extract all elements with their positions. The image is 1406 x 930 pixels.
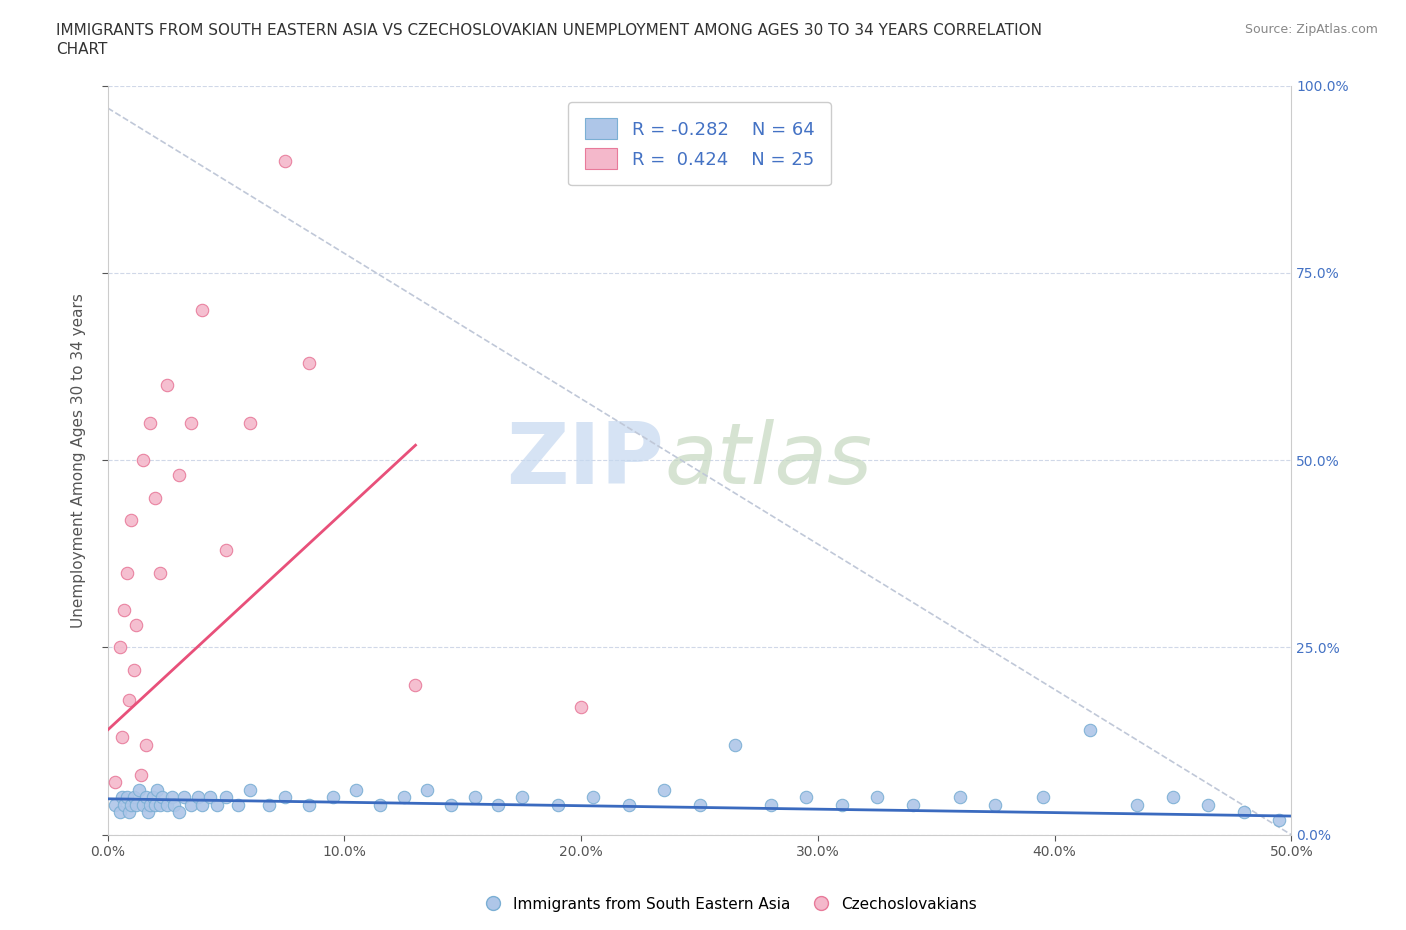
Point [108, 640, 131, 655]
Point [108, 804, 131, 819]
Point [120, 512, 142, 527]
Point [129, 767, 152, 782]
Point [486, 797, 509, 812]
Point [1268, 813, 1291, 828]
Point [344, 782, 367, 797]
Point [1161, 790, 1184, 804]
Point [617, 797, 640, 812]
Point [416, 782, 439, 797]
Point [180, 797, 202, 812]
Point [1078, 723, 1101, 737]
Point [215, 790, 238, 804]
Point [125, 618, 148, 632]
Point [652, 782, 675, 797]
Text: CHART: CHART [56, 42, 108, 57]
Point [984, 797, 1007, 812]
Point [135, 737, 157, 752]
Point [298, 355, 321, 370]
Point [1126, 797, 1149, 812]
Point [298, 797, 321, 812]
Point [1032, 790, 1054, 804]
Point [167, 804, 190, 819]
Point [118, 804, 141, 819]
Point [104, 797, 127, 812]
Point [167, 468, 190, 483]
Text: atlas: atlas [664, 418, 872, 501]
Point [405, 678, 427, 693]
Point [125, 797, 148, 812]
Point [104, 775, 127, 790]
Point [111, 730, 134, 745]
Point [142, 790, 165, 804]
Point [139, 416, 162, 431]
Point [120, 797, 142, 812]
Point [547, 797, 569, 812]
Point [139, 797, 162, 812]
Point [112, 797, 135, 812]
Point [149, 797, 172, 812]
Point [1198, 797, 1220, 812]
Text: IMMIGRANTS FROM SOUTH EASTERN ASIA VS CZECHOSLOVAKIAN UNEMPLOYMENT AMONG AGES 30: IMMIGRANTS FROM SOUTH EASTERN ASIA VS CZ… [56, 23, 1042, 38]
Point [510, 790, 533, 804]
Point [392, 790, 415, 804]
Point [111, 790, 134, 804]
Y-axis label: Unemployment Among Ages 30 to 34 years: Unemployment Among Ages 30 to 34 years [72, 293, 86, 628]
Point [122, 662, 145, 677]
Point [582, 790, 605, 804]
Point [149, 565, 172, 580]
Point [368, 797, 391, 812]
Point [132, 797, 155, 812]
Point [115, 565, 138, 580]
Point [949, 790, 972, 804]
Point [274, 153, 297, 168]
Point [274, 790, 297, 804]
Legend: Immigrants from South Eastern Asia, Czechoslovakians: Immigrants from South Eastern Asia, Czec… [479, 890, 983, 918]
Point [156, 378, 179, 392]
Point [115, 790, 138, 804]
Point [1233, 804, 1256, 819]
Point [226, 797, 249, 812]
Point [257, 797, 280, 812]
Point [163, 797, 186, 812]
Point [440, 797, 463, 812]
Point [191, 797, 214, 812]
Point [724, 737, 747, 752]
Point [156, 797, 179, 812]
Point [160, 790, 183, 804]
Point [135, 790, 157, 804]
Point [569, 700, 592, 715]
Legend: R = -0.282    N = 64, R =  0.424    N = 25: R = -0.282 N = 64, R = 0.424 N = 25 [568, 102, 831, 185]
Point [866, 790, 889, 804]
Point [180, 416, 202, 431]
Point [191, 303, 214, 318]
Point [215, 542, 238, 557]
Point [689, 797, 711, 812]
Point [118, 693, 141, 708]
Point [464, 790, 486, 804]
Text: Source: ZipAtlas.com: Source: ZipAtlas.com [1244, 23, 1378, 36]
Point [759, 797, 782, 812]
Text: ZIP: ZIP [506, 418, 664, 501]
Point [187, 790, 209, 804]
Point [901, 797, 924, 812]
Point [150, 790, 173, 804]
Point [239, 782, 262, 797]
Point [128, 782, 150, 797]
Point [143, 797, 166, 812]
Point [322, 790, 344, 804]
Point [205, 797, 228, 812]
Point [143, 490, 166, 505]
Point [239, 416, 262, 431]
Point [146, 782, 169, 797]
Point [112, 603, 135, 618]
Point [831, 797, 853, 812]
Point [132, 453, 155, 468]
Point [122, 790, 145, 804]
Point [136, 804, 159, 819]
Point [198, 790, 221, 804]
Point [173, 790, 195, 804]
Point [794, 790, 817, 804]
